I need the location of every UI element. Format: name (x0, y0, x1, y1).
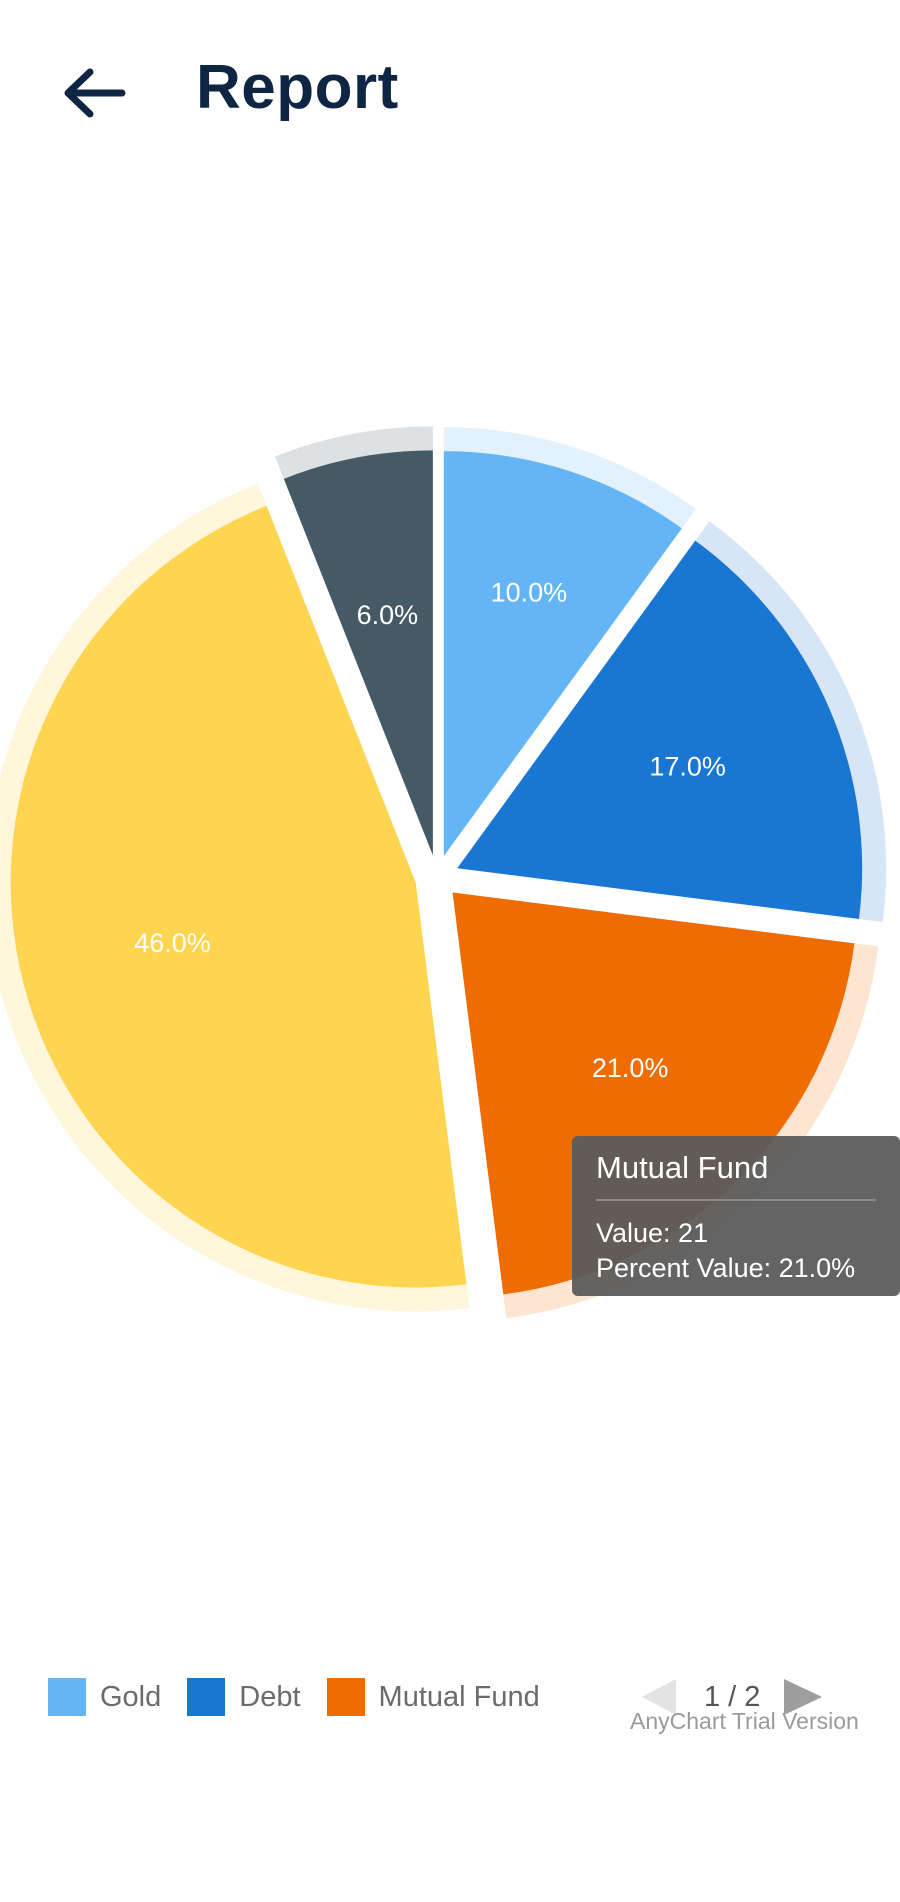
legend-label: Debt (239, 1680, 301, 1713)
legend-swatch (48, 1678, 86, 1716)
pie-slice-group[interactable]: 46.0% (0, 483, 470, 1312)
pie-slice-label: 6.0% (357, 600, 419, 630)
next-page-icon[interactable] (784, 1679, 823, 1715)
pie-slice-halo (443, 427, 696, 529)
pie-slice-halo (274, 426, 433, 479)
tooltip-background (572, 1136, 900, 1296)
page-title: Report (196, 53, 399, 122)
pie-slice-halo (695, 521, 887, 923)
pie-slice[interactable] (10, 505, 467, 1288)
pie-slice[interactable] (452, 892, 855, 1295)
legend-label: Mutual Fund (378, 1680, 540, 1713)
pie-slice-label: 46.0% (134, 928, 211, 958)
pager-text: 1 / 2 (704, 1680, 761, 1713)
pie-slice-group[interactable]: 10.0% (443, 427, 696, 857)
legend-swatch (187, 1678, 226, 1716)
chart-legend: Gold Debt Mutual Fund (48, 1672, 566, 1722)
legend-item-gold[interactable]: Gold (48, 1678, 161, 1716)
pie-slice[interactable] (443, 451, 682, 857)
chart-watermark: AnyChart Trial Version (630, 1708, 859, 1734)
legend-item-mutual-fund[interactable]: Mutual Fund (326, 1678, 540, 1716)
previous-page-icon[interactable] (642, 1679, 676, 1715)
legend-swatch (326, 1678, 365, 1716)
app-header: Report (0, 0, 900, 190)
legend-pager: 1 / 2 (642, 1672, 842, 1722)
pie-slice-group[interactable]: 17.0% (457, 521, 887, 923)
pie-slice[interactable] (457, 540, 863, 920)
legend-label: Gold (100, 1680, 162, 1713)
pie-slice-label: 21.0% (592, 1053, 669, 1083)
pie-slice-label: 17.0% (649, 752, 726, 782)
tooltip-line: Percent Value: 21.0% (596, 1253, 855, 1283)
arrow-left-icon (64, 68, 126, 118)
pie-slice-group[interactable]: 6.0% (274, 426, 433, 856)
legend-item-debt[interactable]: Debt (187, 1678, 301, 1716)
chart-tooltip: Mutual Fund Value: 21 Percent Value: 21.0% (572, 1136, 900, 1296)
back-button[interactable] (60, 58, 130, 128)
tooltip-line: Value: 21 (596, 1218, 708, 1248)
pie-slice-label: 10.0% (491, 577, 568, 607)
tooltip-title: Mutual Fund (596, 1150, 768, 1185)
pie-slice[interactable] (283, 450, 433, 856)
